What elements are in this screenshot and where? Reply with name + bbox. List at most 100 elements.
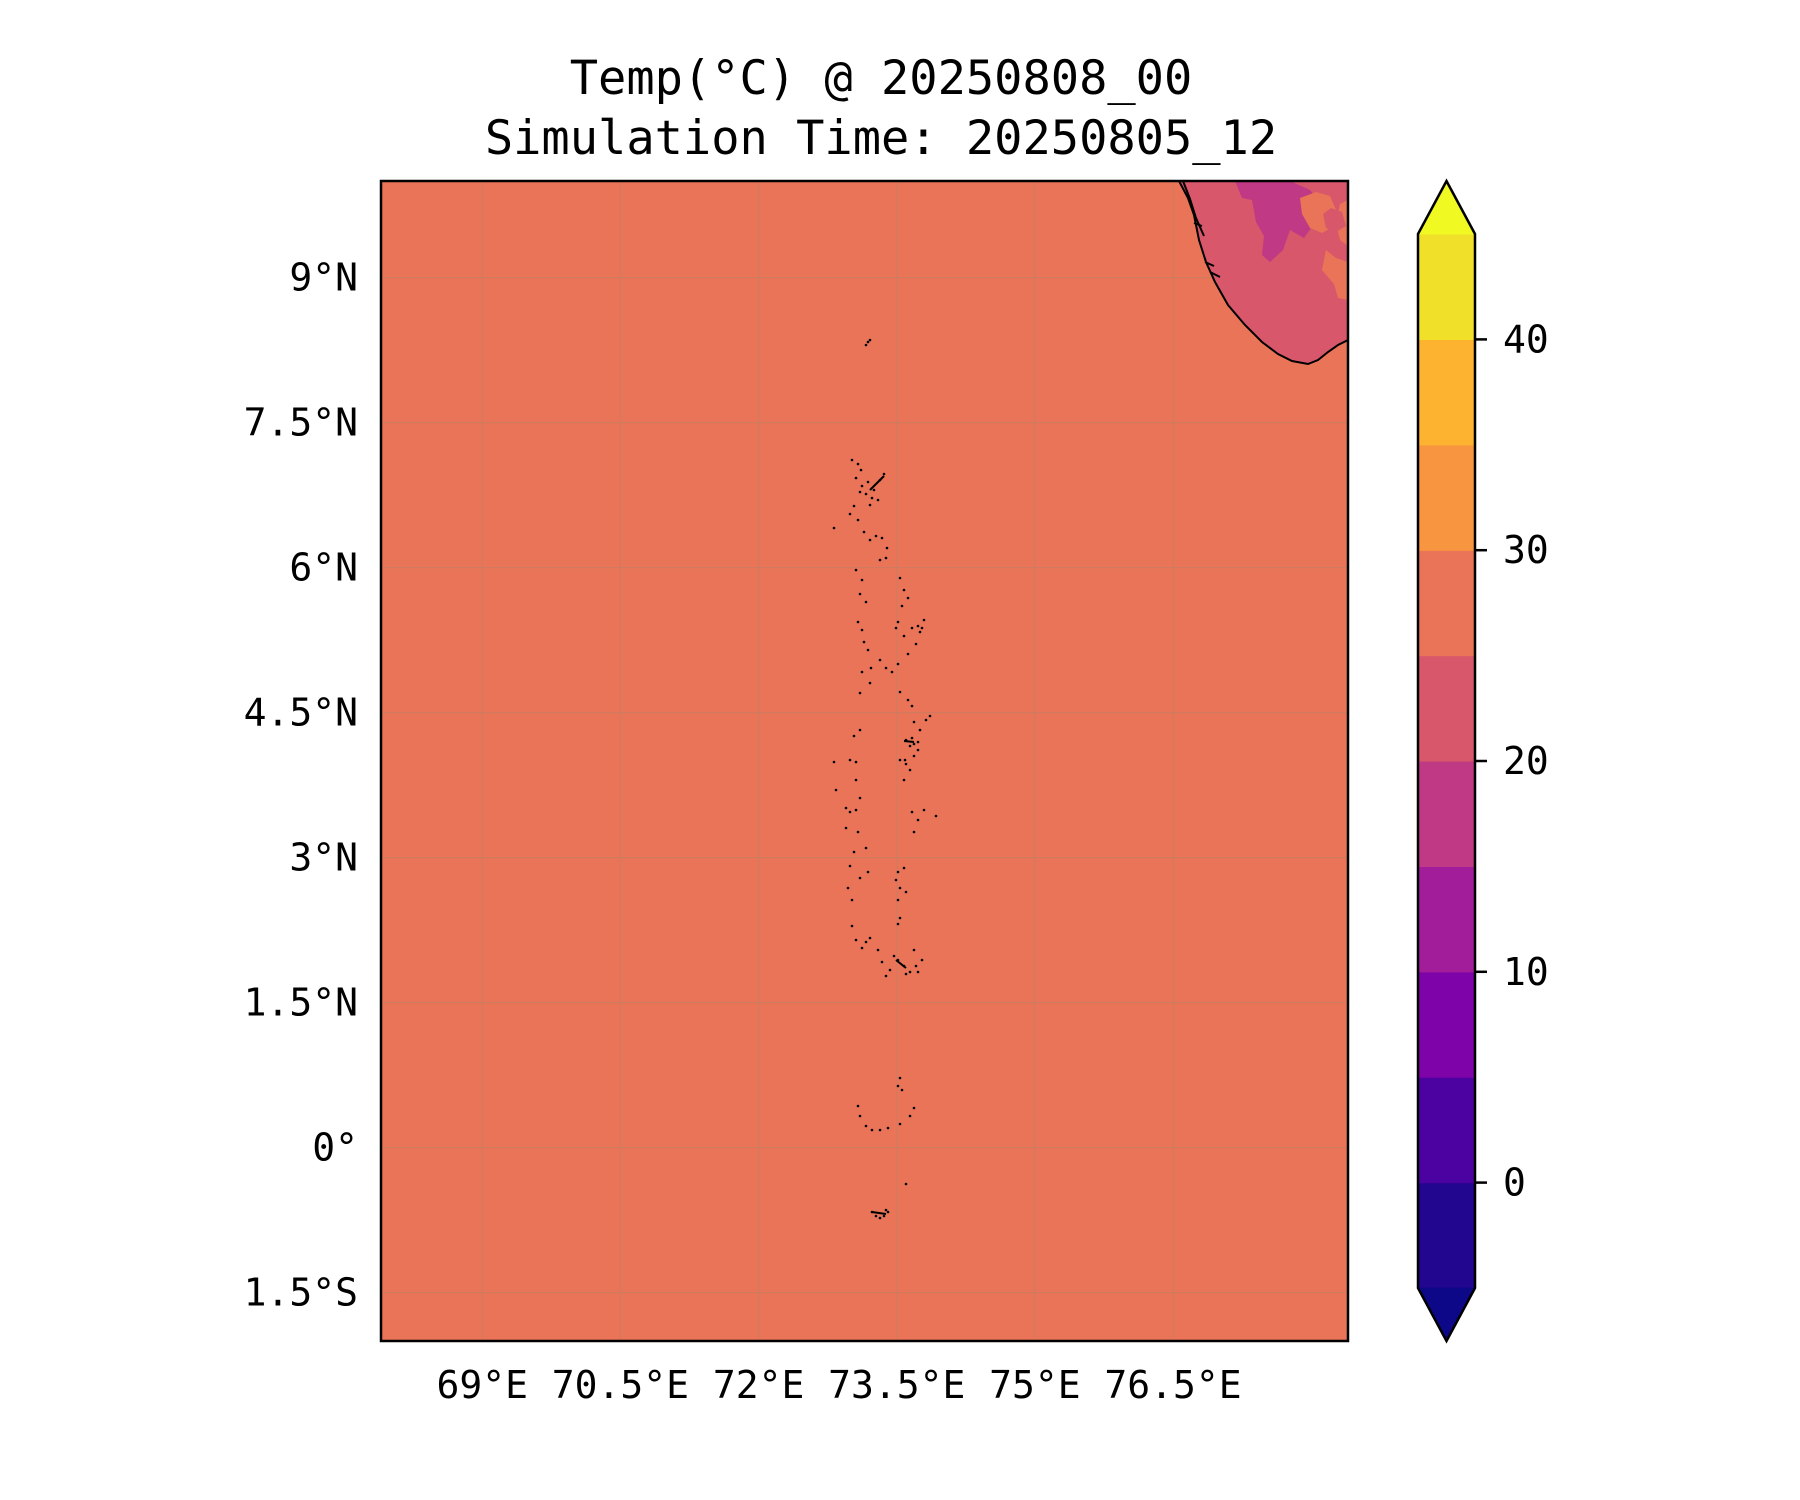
- island-dot: [866, 870, 870, 874]
- island-dot: [908, 744, 912, 748]
- island-dot: [850, 924, 854, 928]
- island-dot: [864, 343, 868, 347]
- island-dot: [854, 938, 858, 942]
- island-dot: [882, 1214, 886, 1218]
- island-dot: [852, 504, 856, 508]
- colorbar-under-triangle: [1418, 1287, 1475, 1341]
- island-dot: [854, 808, 858, 812]
- island-dot: [886, 1126, 890, 1130]
- island-dot: [878, 558, 882, 562]
- island-dot: [870, 496, 874, 500]
- island-dot: [844, 806, 848, 810]
- island-dot: [908, 970, 912, 974]
- colorbar-segment: [1418, 971, 1475, 1078]
- island-dot: [894, 878, 898, 882]
- island-dot: [922, 618, 926, 622]
- island-dot: [856, 1104, 860, 1108]
- warmer-temperature-patch: [1300, 192, 1348, 300]
- island-dot: [904, 890, 908, 894]
- island-dot: [894, 626, 898, 630]
- island-dot: [886, 1210, 890, 1214]
- island-dot: [868, 503, 872, 507]
- island-dot: [858, 728, 862, 732]
- island-dot: [916, 740, 920, 744]
- x-tick-label: 72°E: [713, 1363, 805, 1407]
- island-dot: [848, 758, 852, 762]
- island-dot: [854, 568, 858, 572]
- island-dot: [902, 634, 906, 638]
- island-dot: [902, 588, 906, 592]
- y-axis-ticks: 9°N 7.5°N 6°N 4.5°N 3°N 1.5°N 0° 1.5°S: [244, 256, 358, 1315]
- island-dot: [880, 536, 884, 540]
- island-dot: [882, 472, 886, 476]
- island-dot: [869, 666, 873, 670]
- colorbar-tick-label: 0: [1503, 1161, 1526, 1205]
- island-dot: [910, 704, 914, 708]
- island-dot: [866, 480, 870, 484]
- island-dot: [916, 748, 920, 752]
- island-dot: [896, 898, 900, 902]
- island-dot: [856, 620, 860, 624]
- island-dot: [868, 681, 872, 685]
- island-dot: [868, 936, 872, 940]
- island-dot: [858, 876, 862, 880]
- colorbar-segment: [1418, 339, 1475, 446]
- island-dot: [912, 948, 916, 952]
- island-dot: [904, 1182, 908, 1186]
- island-dot: [858, 796, 862, 800]
- island-dot: [920, 626, 924, 630]
- colorbar-tick-label: 10: [1503, 950, 1549, 994]
- island-dot: [888, 968, 892, 972]
- island-dot: [859, 468, 863, 472]
- island-dot: [858, 490, 862, 494]
- island-dot: [904, 762, 908, 766]
- y-tick-label: 1.5°N: [244, 981, 358, 1025]
- x-axis-ticks: 69°E 70.5°E 72°E 73.5°E 75°E 76.5°E: [437, 1363, 1242, 1407]
- island-dot: [834, 788, 838, 792]
- island-dot: [898, 576, 902, 580]
- island-dot: [906, 596, 910, 600]
- x-tick-label: 69°E: [437, 1363, 529, 1407]
- colorbar-segment: [1418, 866, 1475, 973]
- island-dot: [896, 870, 900, 874]
- colorbar-tick-label: 40: [1503, 317, 1549, 361]
- island-dot: [850, 898, 854, 902]
- island-dot: [854, 778, 858, 782]
- island-dot: [860, 484, 864, 488]
- island-dot: [914, 642, 918, 646]
- island-dot: [832, 760, 836, 764]
- map-subtitle: Simulation Time: 20250805_12: [484, 111, 1278, 166]
- island-dot: [918, 630, 922, 634]
- colorbar-outline: [1416, 178, 1477, 1344]
- y-tick-label: 7.5°N: [244, 401, 358, 445]
- island-dot: [860, 946, 864, 950]
- island-dot: [884, 556, 888, 560]
- island-dot: [912, 1106, 916, 1110]
- island-dot: [878, 658, 882, 662]
- island-dot: [854, 476, 858, 480]
- colorbar-segment: [1418, 444, 1475, 551]
- island-dot: [858, 1114, 862, 1118]
- island-dot: [908, 1114, 912, 1118]
- island-dot: [878, 1216, 882, 1220]
- island-dot: [860, 628, 864, 632]
- island-dot: [912, 742, 916, 746]
- y-tick-label: 6°N: [289, 546, 358, 590]
- island-dot: [864, 940, 868, 944]
- island-outline: [903, 740, 915, 743]
- island-dot: [902, 778, 906, 782]
- island-dot: [856, 462, 860, 466]
- island-dot: [844, 826, 848, 830]
- island-dot: [860, 578, 864, 582]
- island-dot: [876, 948, 880, 952]
- island-dot: [904, 972, 908, 976]
- colorbar-segment: [1418, 655, 1475, 762]
- island-dot: [866, 648, 870, 652]
- island-dot: [862, 530, 866, 534]
- island-dot: [910, 736, 914, 740]
- island-dot: [912, 830, 916, 834]
- colorbar-segment: [1418, 234, 1475, 340]
- island-dot: [896, 1084, 900, 1088]
- island-dot: [854, 760, 858, 764]
- island-dot: [898, 1122, 902, 1126]
